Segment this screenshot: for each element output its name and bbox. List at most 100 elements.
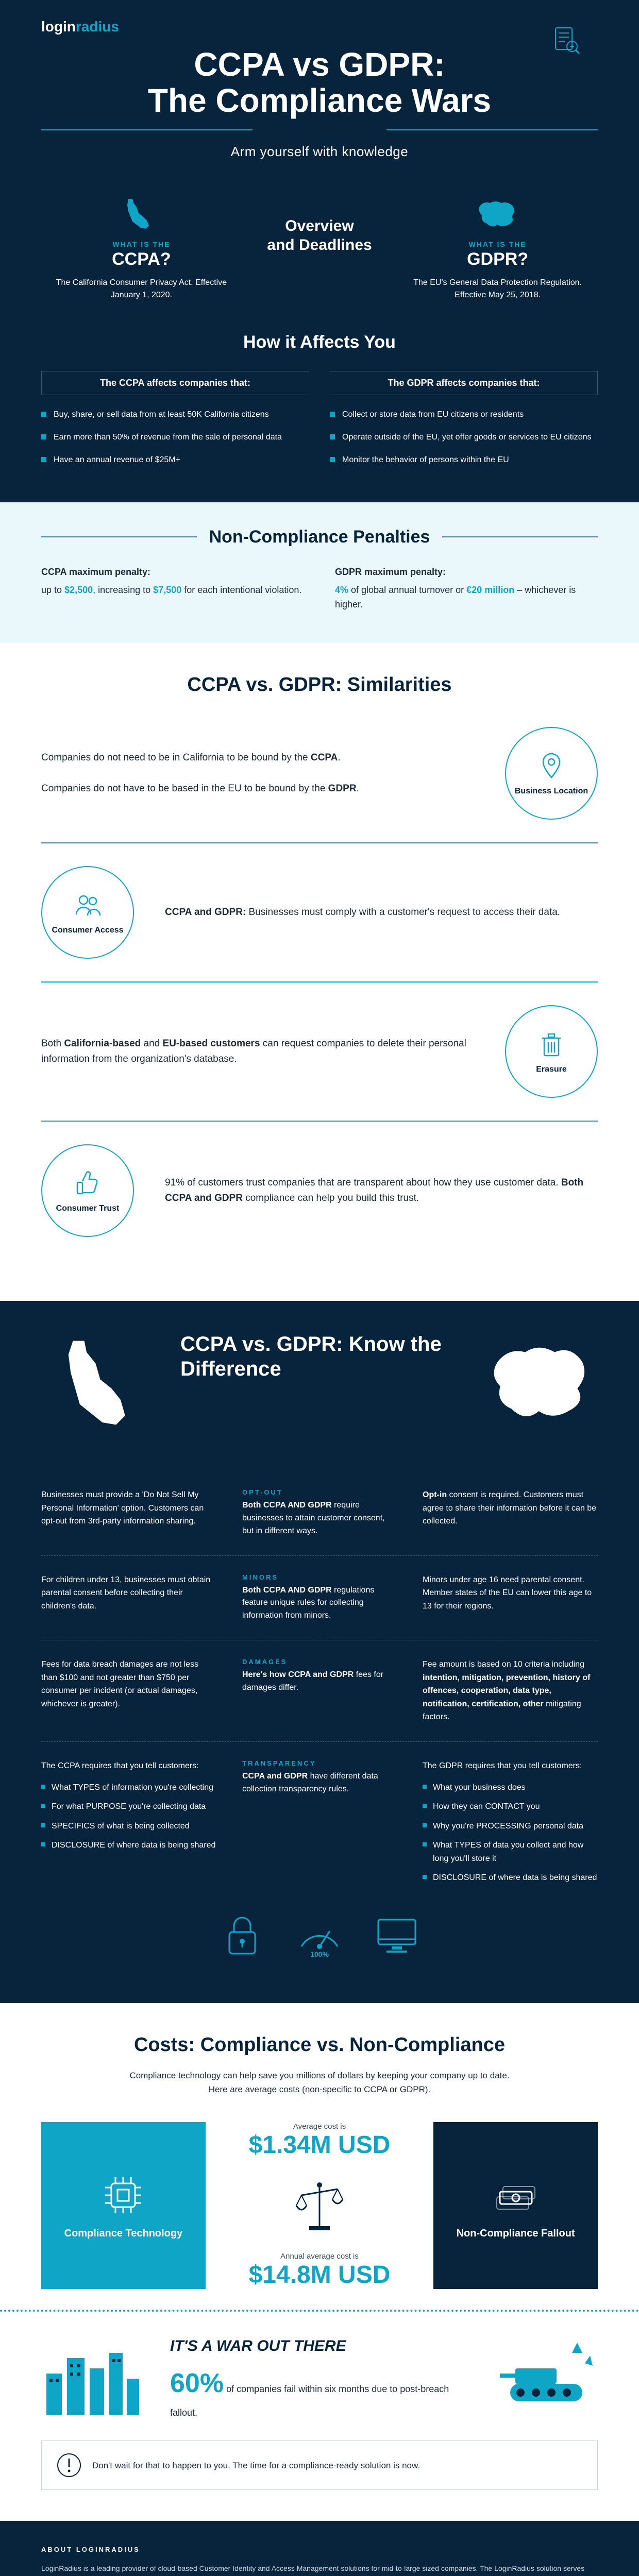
war-cta-text: Don't wait for that to happen to you. Th… [92,2459,420,2472]
list-item: Why you're PROCESSING personal data [423,1817,598,1836]
compliance-tech-label: Compliance Technology [64,2228,183,2240]
differences-footer-icons: 100% [41,1910,598,1962]
difference-row: Fees for data breach damages are not les… [41,1640,598,1741]
similarity-badge-label: Consumer Access [46,926,128,935]
hero-subtitle: Arm yourself with knowledge [41,144,598,160]
difference-label: TRANSPARENCYCCPA and GDPR have different… [242,1759,397,1888]
affects-gdpr-head: The GDPR affects companies that: [330,371,598,395]
list-item: What your business does [423,1778,598,1798]
costs-title: Costs: Compliance vs. Non-Compliance [41,2034,598,2056]
affects-section: How it Affects You The CCPA affects comp… [0,332,639,502]
balance-scale-icon [289,2175,350,2236]
similarity-row: CCPA and GDPR: Businesses must comply wi… [41,866,598,959]
affects-ccpa-column: The CCPA affects companies that: Buy, sh… [41,371,309,471]
affects-title: How it Affects You [41,332,598,352]
similarities-section: CCPA vs. GDPR: Similarities Companies do… [0,643,639,1301]
similarity-badge: Consumer Trust [41,1144,134,1237]
overview-gdpr: WHAT IS THE GDPR? The EU's General Data … [397,196,598,301]
difference-ccpa: The CCPA requires that you tell customer… [41,1759,216,1888]
noncompliance-label: Non-Compliance Fallout [457,2228,575,2240]
california-state-icon [118,196,164,233]
similarity-badge-label: Erasure [531,1065,572,1074]
list-item: DISCLOSURE of where data is being shared [423,1868,598,1888]
difference-label: MINORSBoth CCPA AND GDPR regulations fea… [242,1573,397,1622]
war-text: IT'S A WAR OUT THERE 60% of companies fa… [170,2337,469,2420]
difference-row: The CCPA requires that you tell customer… [41,1741,598,1905]
svg-text:100%: 100% [310,1950,329,1958]
difference-gdpr: Fee amount is based on 10 criteria inclu… [423,1658,598,1724]
similarity-text: CCPA and GDPR: Businesses must comply wi… [165,905,598,920]
similarity-text: 91% of customers trust companies that ar… [165,1175,598,1207]
tank-icon [495,2337,598,2420]
ccpa-desc: The California Consumer Privacy Act. Eff… [41,277,242,301]
difference-row: For children under 13, businesses must o… [41,1555,598,1640]
differences-section: CCPA vs. GDPR: Know the Difference Busin… [0,1301,639,2003]
overview-section: WHAT IS THE CCPA? The California Consume… [0,185,639,332]
difference-ccpa: Fees for data breach damages are not les… [41,1658,216,1724]
hero-section: loginradius CCPA vs GDPR: The Compliance… [0,0,639,185]
similarity-badge-label: Consumer Trust [51,1204,125,1213]
costs-comparison: Average cost is $1.34M USD Annual averag… [226,2122,413,2289]
about-heading: ABOUT LOGINRADIUS [41,2545,598,2555]
list-item: What TYPES of information you're collect… [41,1778,216,1798]
padlock-icon [216,1910,268,1962]
difference-label: DAMAGESHere's how CCPA and GDPR fees for… [242,1658,397,1724]
thumbs-up-icon [72,1168,103,1199]
difference-gdpr: Minors under age 16 need parental consen… [423,1573,598,1622]
alert-icon [56,2452,82,2478]
chip-icon [100,2172,146,2218]
europe-map-icon [475,196,521,233]
similarity-row: Companies do not need to be in Californi… [41,727,598,820]
brand-logo: loginradius [41,19,119,35]
penalty-ccpa: CCPA maximum penalty: up to $2,500, incr… [41,565,304,612]
compliance-tech-card: Compliance Technology [41,2122,206,2289]
penalty-gdpr: GDPR maximum penalty: 4% of global annua… [335,565,598,612]
list-item: How they can CONTACT you [423,1797,598,1817]
money-stack-icon [493,2172,539,2218]
affects-item: Have an annual revenue of $25M+ [41,449,309,471]
ccpa-abbr: CCPA? [41,249,242,269]
ccpa-question: WHAT IS THE [41,240,242,248]
penalties-section: Non-Compliance Penalties CCPA maximum pe… [0,502,639,643]
similarities-title: CCPA vs. GDPR: Similarities [41,674,598,696]
similarity-badge: Business Location [505,727,598,820]
cost-stat-compliance: Average cost is $1.34M USD [249,2122,391,2159]
affects-ccpa-head: The CCPA affects companies that: [41,371,309,395]
list-item: DISCLOSURE of where data is being shared [41,1836,216,1855]
people-icon [72,890,103,921]
list-item: SPECIFICS of what is being collected [41,1817,216,1836]
europe-white-icon [484,1332,598,1445]
overview-ccpa: WHAT IS THE CCPA? The California Consume… [41,196,242,301]
similarity-text: Both California-based and EU-based custo… [41,1036,474,1067]
similarity-badge: Consumer Access [41,866,134,959]
affects-item: Collect or store data from EU citizens o… [330,403,598,426]
list-item: For what PURPOSE you're collecting data [41,1797,216,1817]
skyline-icon [41,2337,144,2420]
overview-center-title: Overview and Deadlines [258,216,381,255]
gdpr-abbr: GDPR? [397,249,598,269]
affects-item: Operate outside of the EU, yet offer goo… [330,426,598,449]
difference-ccpa: Businesses must provide a 'Do Not Sell M… [41,1488,216,1537]
difference-gdpr: The GDPR requires that you tell customer… [423,1759,598,1888]
trash-icon [536,1029,567,1060]
gdpr-question: WHAT IS THE [397,240,598,248]
costs-intro: Compliance technology can help save you … [124,2069,515,2096]
meter-icon: 100% [294,1910,345,1962]
difference-label: OPT-OUTBoth CCPA AND GDPR require busine… [242,1488,397,1537]
affects-gdpr-column: The GDPR affects companies that: Collect… [330,371,598,471]
about-body: LoginRadius is a leading provider of clo… [41,2563,598,2576]
similarity-text: Companies do not need to be in Californi… [41,750,474,797]
similarity-row: 91% of customers trust companies that ar… [41,1144,598,1237]
affects-item: Earn more than 50% of revenue from the s… [41,426,309,449]
difference-ccpa: For children under 13, businesses must o… [41,1573,216,1622]
monitor-icon [371,1910,423,1962]
differences-title: CCPA vs. GDPR: Know the Difference [180,1332,459,1381]
about-section: ABOUT LOGINRADIUS LoginRadius is a leadi… [0,2521,639,2576]
list-item: What TYPES of data you collect and how l… [423,1836,598,1868]
similarity-row: Both California-based and EU-based custo… [41,1005,598,1098]
affects-item: Buy, share, or sell data from at least 5… [41,403,309,426]
war-heading: IT'S A WAR OUT THERE [170,2337,469,2355]
penalties-title: Non-Compliance Penalties [209,527,430,547]
cost-stat-noncompliance: Annual average cost is $14.8M USD [249,2252,391,2289]
gdpr-desc: The EU's General Data Protection Regulat… [397,277,598,301]
